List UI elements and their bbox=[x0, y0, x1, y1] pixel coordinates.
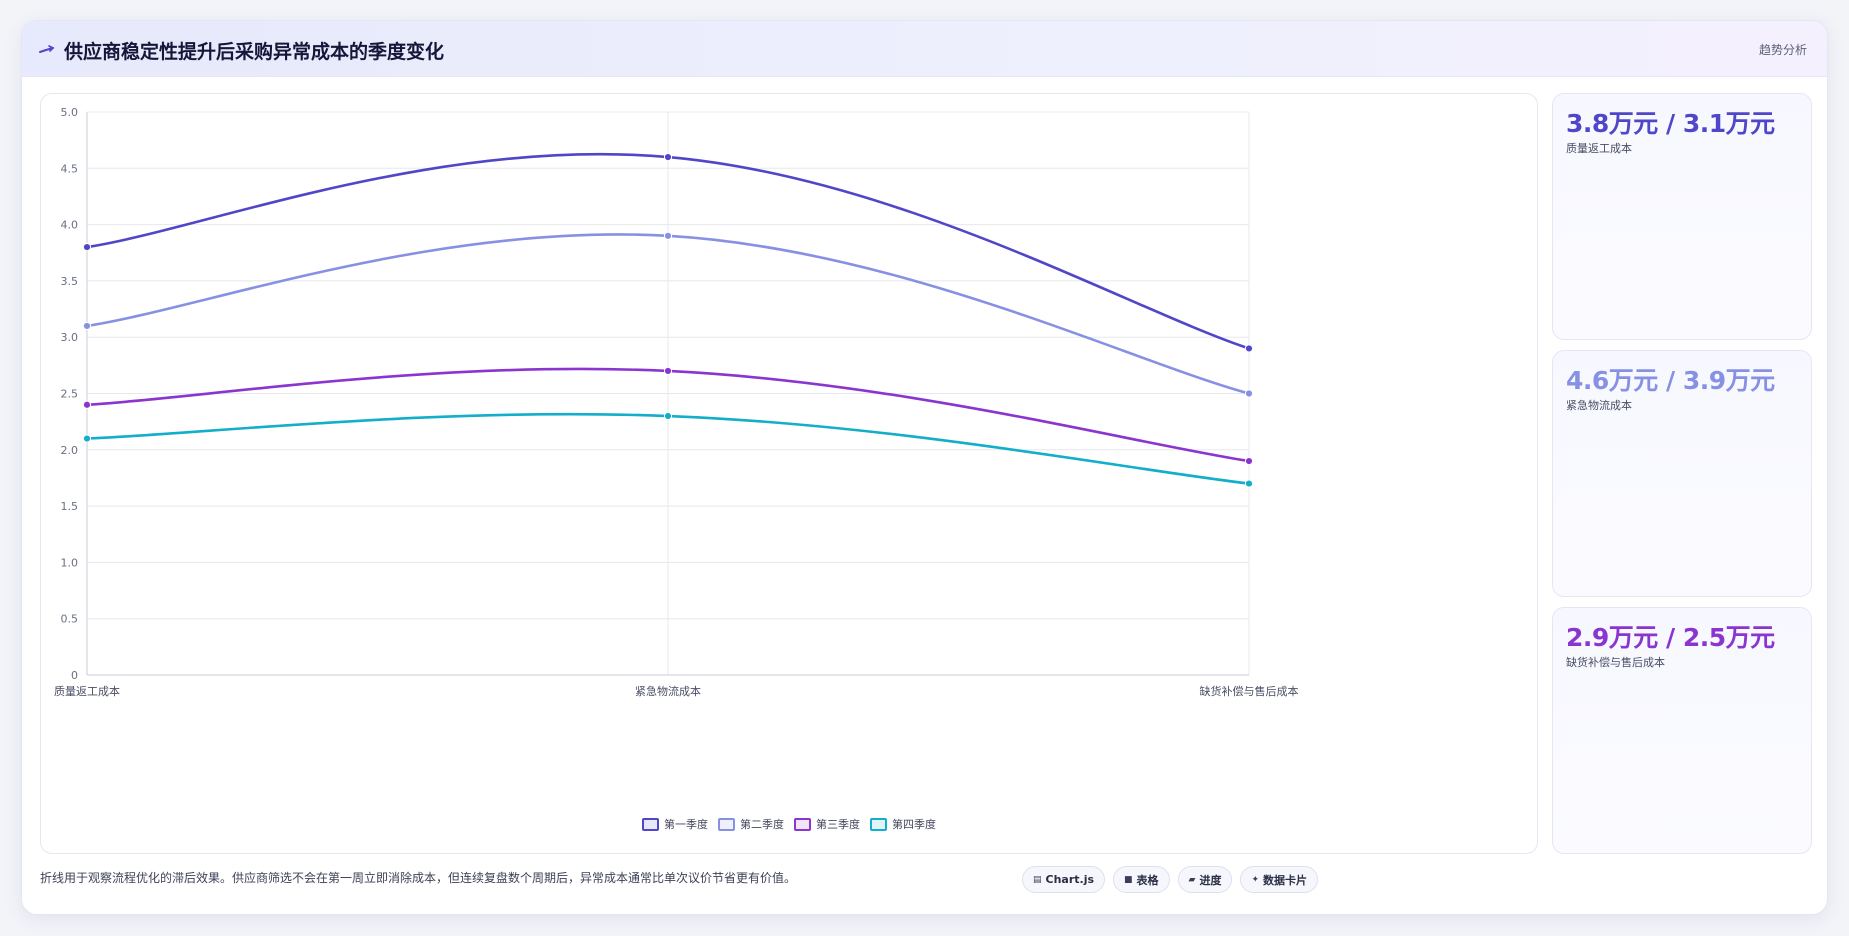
data-point bbox=[82, 434, 92, 443]
legend-swatch bbox=[718, 817, 735, 831]
data-point bbox=[663, 152, 673, 162]
stat-value: 2.9万元 / 2.5万元 bbox=[1566, 623, 1775, 652]
data-point bbox=[1244, 456, 1254, 466]
legend-label: 第一季度 bbox=[664, 818, 708, 831]
chart-icon: ▤ bbox=[1033, 874, 1042, 885]
chip-label: 进度 bbox=[1199, 873, 1222, 887]
legend-swatch bbox=[870, 817, 887, 831]
stat-card-quality-rework: 3.8万元 / 3.1万元 质量返工成本 bbox=[1552, 93, 1812, 340]
y-tick-label: 0.5 bbox=[61, 613, 79, 626]
chart-legend: 第一季度 第二季度 第三季度 第四季度 bbox=[41, 816, 1537, 832]
chip-progress[interactable]: ▰ 进度 bbox=[1177, 866, 1233, 893]
stat-label: 缺货补偿与售后成本 bbox=[1566, 656, 1665, 669]
legend-item[interactable]: 第二季度 bbox=[718, 816, 784, 832]
progress-icon: ▰ bbox=[1188, 874, 1196, 885]
y-tick-label: 5.0 bbox=[61, 106, 79, 119]
stat-card-shortage-aftersales: 2.9万元 / 2.5万元 缺货补偿与售后成本 bbox=[1552, 607, 1812, 854]
line-chart: 0 0.5 1.0 1.5 2.0 2.5 3.0 3.5 4.0 4.5 5.0 质量返工成本 紧急物… bbox=[54, 106, 1299, 698]
y-tick-label: 4.0 bbox=[61, 219, 79, 232]
data-point bbox=[663, 366, 673, 376]
y-tick-label: 2.5 bbox=[61, 388, 79, 401]
data-point bbox=[1244, 479, 1254, 488]
chip-label: 数据卡片 bbox=[1263, 873, 1308, 887]
legend-item[interactable]: 第三季度 bbox=[794, 816, 860, 832]
y-tick-label: 0 bbox=[71, 669, 78, 682]
chip-table[interactable]: ■ 表格 bbox=[1113, 866, 1170, 893]
chip-data-card[interactable]: ✦ 数据卡片 bbox=[1240, 866, 1319, 893]
chip-label: Chart.js bbox=[1045, 873, 1095, 886]
y-tick-label: 3.0 bbox=[61, 331, 79, 344]
legend-item[interactable]: 第一季度 bbox=[642, 816, 708, 832]
y-tick-label: 2.0 bbox=[61, 444, 79, 457]
trend-analysis-tag: 趋势分析 bbox=[1758, 43, 1807, 57]
stat-value: 4.6万元 / 3.9万元 bbox=[1566, 366, 1775, 395]
x-tick-label: 紧急物流成本 bbox=[635, 684, 701, 698]
trend-line-icon bbox=[39, 45, 55, 53]
y-tick-label: 1.5 bbox=[61, 500, 79, 513]
data-point bbox=[82, 243, 92, 252]
data-point bbox=[663, 411, 673, 421]
data-card-icon: ✦ bbox=[1251, 874, 1260, 885]
legend-item[interactable]: 第四季度 bbox=[870, 816, 936, 832]
chart-note: 折线用于观察流程优化的滞后效果。供应商筛选不会在第一周立即消除成本，但连续复盘数… bbox=[40, 871, 797, 885]
legend-label: 第三季度 bbox=[816, 818, 860, 831]
data-point bbox=[82, 321, 92, 331]
tech-chips: ▤ Chart.js ■ 表格 ▰ 进度 ✦ 数据卡片 bbox=[1022, 866, 1319, 893]
legend-swatch bbox=[794, 817, 811, 831]
y-tick-label: 3.5 bbox=[61, 275, 79, 288]
table-icon: ■ bbox=[1124, 874, 1133, 885]
x-tick-label: 缺货补偿与售后成本 bbox=[1200, 684, 1299, 698]
legend-label: 第二季度 bbox=[740, 818, 784, 831]
chart-card: 供应商稳定性提升后采购异常成本的季度变化 趋势分析 0 0.5 1.0 1.5 2.0 2… bbox=[21, 20, 1828, 915]
chip-chartjs[interactable]: ▤ Chart.js bbox=[1022, 866, 1106, 893]
data-point bbox=[1244, 389, 1254, 398]
data-point bbox=[1244, 344, 1254, 353]
page-title: 供应商稳定性提升后采购异常成本的季度变化 bbox=[64, 41, 445, 63]
data-point bbox=[82, 400, 92, 409]
y-tick-label: 1.0 bbox=[61, 556, 79, 569]
chip-label: 表格 bbox=[1136, 873, 1159, 887]
stat-value: 3.8万元 / 3.1万元 bbox=[1566, 109, 1775, 138]
legend-label: 第四季度 bbox=[892, 818, 936, 831]
data-point bbox=[663, 231, 673, 240]
legend-swatch bbox=[642, 817, 659, 831]
y-tick-label: 4.5 bbox=[61, 162, 79, 175]
stat-label: 质量返工成本 bbox=[1566, 142, 1632, 155]
stat-label: 紧急物流成本 bbox=[1566, 399, 1632, 412]
card-header: 供应商稳定性提升后采购异常成本的季度变化 趋势分析 bbox=[22, 21, 1827, 77]
x-tick-label: 质量返工成本 bbox=[54, 684, 120, 698]
chart-panel: 0 0.5 1.0 1.5 2.0 2.5 3.0 3.5 4.0 4.5 5.0 质量返工成本 紧急物… bbox=[40, 93, 1538, 854]
stat-card-emergency-logistics: 4.6万元 / 3.9万元 紧急物流成本 bbox=[1552, 350, 1812, 597]
